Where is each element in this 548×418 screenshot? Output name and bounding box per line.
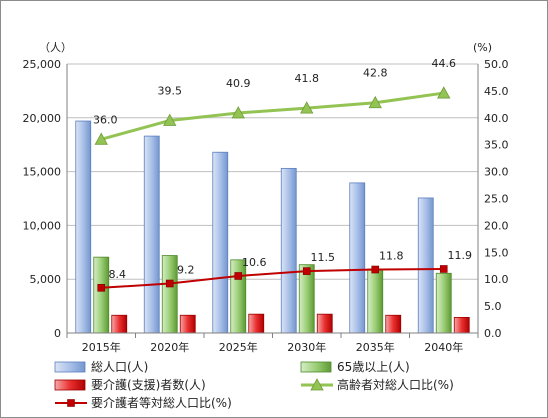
triangle-marker <box>437 86 451 99</box>
bar-3 <box>385 314 402 334</box>
category-label: 2015年 <box>82 340 121 354</box>
right-tick-label: 15.0 <box>484 246 509 259</box>
left-tick-label: 5,000 <box>30 273 62 286</box>
bar-3 <box>179 314 196 334</box>
bar-2 <box>230 259 247 334</box>
triangle-marker <box>300 101 314 114</box>
bar-3 <box>111 314 128 334</box>
legend: 総人口(人) 65歳以上(人) 要介護(支援)者数(人) 高齢者対総人口比(%) 要介護… <box>54 360 454 410</box>
triangle-marker <box>94 132 108 145</box>
data-label: 9.2 <box>177 264 195 277</box>
axes: 0 5,000 10,000 15,000 20,000 25,000 0.0 5.0 10.0… <box>23 41 509 354</box>
left-tick-label: 25,000 <box>23 58 62 71</box>
bar-2 <box>367 268 384 334</box>
legend-label: 65歳以上(人) <box>337 360 410 374</box>
legend-label: 高齢者対総人口比(%) <box>337 377 454 392</box>
right-axis-unit: (%) <box>473 41 492 54</box>
series-line-2 <box>101 267 444 289</box>
legend-marker <box>310 378 324 391</box>
square-marker <box>302 267 311 275</box>
square-marker <box>97 284 106 292</box>
bar-3 <box>248 313 265 334</box>
right-tick-label: 35.0 <box>484 139 509 152</box>
legend-label: 総人口(人) <box>91 360 148 374</box>
bars <box>75 120 470 334</box>
data-label: 40.9 <box>226 77 251 90</box>
bar-1 <box>417 197 434 334</box>
data-label: 11.9 <box>448 249 473 262</box>
data-label: 39.5 <box>158 84 183 97</box>
right-tick-label: 20.0 <box>484 219 509 232</box>
data-label: 36.0 <box>93 113 118 126</box>
bar-3 <box>453 316 470 334</box>
bar-1 <box>212 151 229 334</box>
bar-2 <box>93 256 110 334</box>
data-label: 41.8 <box>295 72 320 85</box>
bar-1 <box>349 182 366 334</box>
bar-1 <box>75 120 92 334</box>
legend-label: 要介護(支援)者数(人) <box>91 377 206 392</box>
legend-swatch <box>300 361 332 373</box>
category-label: 2030年 <box>287 340 326 354</box>
bar-3 <box>316 313 333 334</box>
lines <box>94 86 451 292</box>
legend-swatch <box>54 361 86 373</box>
square-marker <box>165 279 174 288</box>
bar-1 <box>143 135 160 334</box>
data-label: 8.4 <box>109 268 127 281</box>
left-tick-label: 15,000 <box>23 166 62 179</box>
legend-label: 要介護者等対総人口比(%) <box>91 395 232 410</box>
right-tick-label: 5.0 <box>484 300 502 313</box>
square-marker <box>439 265 448 273</box>
triangle-marker <box>163 113 177 126</box>
right-tick-label: 40.0 <box>484 112 509 125</box>
right-tick-label: 10.0 <box>484 273 509 286</box>
legend-marker <box>67 399 75 407</box>
right-tick-label: 45.0 <box>484 85 509 98</box>
left-tick-label: 0 <box>54 327 61 340</box>
data-label: 10.6 <box>242 256 267 269</box>
data-label: 42.8 <box>363 67 388 80</box>
series-line-1 <box>100 91 444 141</box>
category-label: 2040年 <box>424 340 463 354</box>
square-marker <box>371 265 380 274</box>
category-label: 2035年 <box>356 340 395 354</box>
category-label: 2025年 <box>219 340 258 354</box>
left-tick-label: 20,000 <box>23 112 62 125</box>
data-labels: 36.0 39.5 40.9 41.8 42.8 44.6 8.4 9.2 10.6 11.5 11… <box>93 57 472 281</box>
right-tick-label: 0.0 <box>484 327 502 340</box>
gridlines <box>67 63 478 280</box>
data-label: 11.8 <box>379 250 404 263</box>
bar-2 <box>435 272 452 334</box>
data-label: 11.5 <box>311 251 336 264</box>
right-tick-label: 30.0 <box>484 166 509 179</box>
legend-swatch <box>54 379 86 391</box>
square-marker <box>234 272 243 280</box>
data-label: 44.6 <box>432 57 457 70</box>
left-axis-unit: （人） <box>39 41 72 54</box>
bar-1 <box>280 167 297 334</box>
right-tick-label: 25.0 <box>484 193 509 206</box>
category-label: 2020年 <box>150 340 189 354</box>
triangle-marker <box>368 95 382 109</box>
right-tick-label: 50.0 <box>484 58 509 71</box>
left-tick-label: 10,000 <box>23 219 62 232</box>
bar-2 <box>161 255 178 334</box>
triangle-marker <box>231 106 245 119</box>
